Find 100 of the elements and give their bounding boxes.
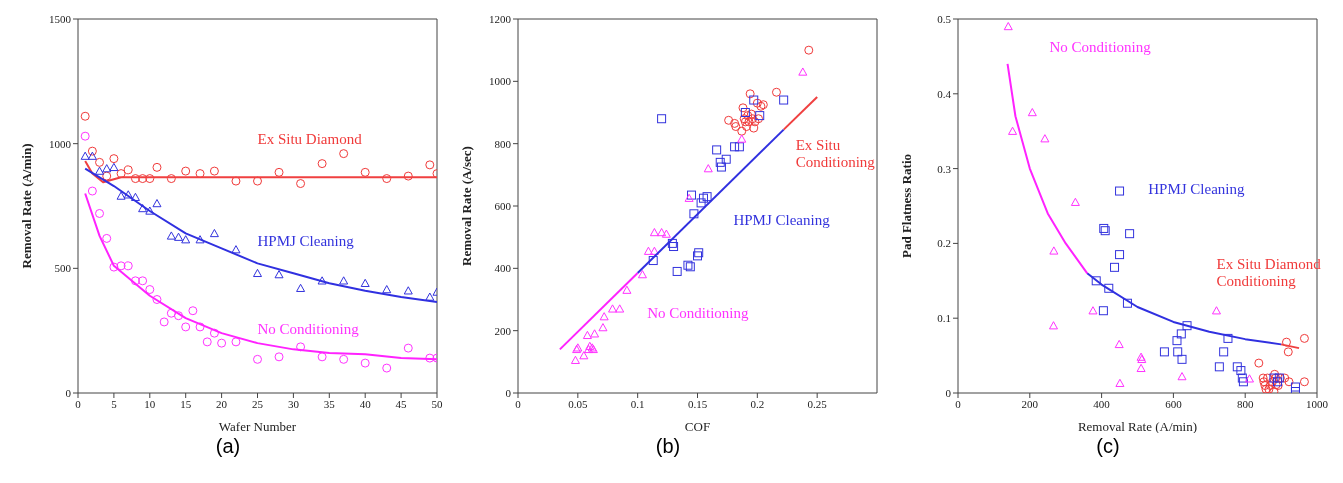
- point: [667, 238, 677, 248]
- point: [109, 162, 119, 172]
- point: [1172, 336, 1182, 346]
- point: [1088, 306, 1098, 315]
- x-tick-label: 40: [359, 397, 372, 410]
- point: [181, 322, 191, 332]
- x-axis-title: Wafer Number: [218, 419, 297, 434]
- point: [715, 157, 725, 167]
- point: [1098, 306, 1108, 316]
- point: [95, 157, 105, 167]
- point: [649, 227, 659, 237]
- point: [1238, 377, 1248, 387]
- point: [80, 131, 90, 141]
- point: [425, 353, 435, 363]
- point: [87, 186, 97, 196]
- text: No Conditioning: [1049, 38, 1152, 56]
- x-tick-label: 10: [144, 397, 156, 410]
- point: [188, 306, 198, 316]
- point: [403, 286, 413, 295]
- point: [1264, 384, 1274, 393]
- point: [703, 164, 713, 173]
- point: [317, 276, 327, 285]
- point: [1114, 339, 1124, 349]
- point: [382, 285, 392, 294]
- x-tick-label: 1000: [1306, 397, 1329, 410]
- y-tick-label: 0.4: [937, 87, 952, 100]
- point: [657, 227, 667, 237]
- point: [231, 245, 241, 254]
- point: [724, 115, 734, 125]
- point: [1115, 378, 1125, 387]
- point: [1245, 374, 1255, 383]
- point: [1258, 373, 1268, 383]
- point: [174, 232, 184, 241]
- point: [1299, 377, 1309, 387]
- point: [1211, 306, 1221, 315]
- point: [274, 352, 284, 362]
- point: [1177, 372, 1187, 381]
- point: [382, 174, 392, 184]
- point: [643, 246, 653, 255]
- point: [425, 292, 435, 301]
- point: [1048, 321, 1058, 330]
- point: [1110, 262, 1120, 272]
- point: [202, 337, 212, 347]
- point: [253, 176, 262, 186]
- point: [80, 111, 90, 121]
- point: [123, 190, 133, 199]
- y-tick-label: 1200: [489, 12, 512, 25]
- text: Ex Situ Conditioning: [795, 136, 876, 171]
- point: [1125, 229, 1135, 239]
- point: [742, 122, 752, 132]
- series-label: No Conditioning: [257, 320, 360, 338]
- point: [661, 229, 671, 238]
- point: [615, 304, 625, 313]
- point: [195, 322, 205, 332]
- x-tick-label: 800: [1236, 397, 1254, 410]
- point: [622, 285, 632, 294]
- point: [1299, 333, 1309, 343]
- point: [744, 117, 754, 127]
- point: [317, 352, 327, 362]
- point: [648, 256, 658, 266]
- point: [731, 122, 741, 132]
- point: [582, 330, 592, 340]
- point: [598, 323, 608, 332]
- point: [1159, 347, 1169, 357]
- point: [599, 312, 609, 321]
- point: [130, 174, 140, 184]
- point: [209, 228, 219, 238]
- point: [166, 174, 176, 184]
- y-tick-label: 600: [494, 199, 512, 212]
- y-axis-title: Pad Flatness Ratio: [898, 154, 914, 258]
- text: (c): [1095, 435, 1121, 458]
- x-tick-label: 35: [323, 397, 336, 410]
- point: [102, 233, 112, 243]
- point: [109, 262, 119, 272]
- series-label: HPMJ Cleaning: [257, 233, 355, 251]
- point: [95, 208, 105, 218]
- y-tick-label: 0: [65, 386, 72, 399]
- point: [734, 142, 744, 152]
- point: [672, 266, 682, 276]
- point: [209, 328, 219, 338]
- x-tick-label: 0.1: [630, 397, 645, 410]
- y-tick-label: 200: [494, 324, 512, 337]
- point: [138, 174, 148, 184]
- text: (b): [654, 435, 682, 458]
- point: [138, 276, 148, 286]
- point: [1223, 333, 1233, 343]
- line-series: [1006, 62, 1089, 275]
- x-tick-label: 15: [180, 397, 192, 410]
- point: [231, 176, 241, 186]
- point: [403, 171, 413, 181]
- point: [403, 343, 413, 353]
- series-label: HPMJ Cleaning: [1148, 181, 1246, 199]
- point: [1182, 321, 1192, 331]
- point: [1136, 363, 1146, 373]
- point: [253, 354, 262, 364]
- x-tick-label: 0.2: [750, 397, 765, 410]
- point: [80, 151, 90, 160]
- point: [382, 363, 392, 373]
- x-tick-label: 5: [111, 397, 118, 410]
- point: [1070, 197, 1080, 206]
